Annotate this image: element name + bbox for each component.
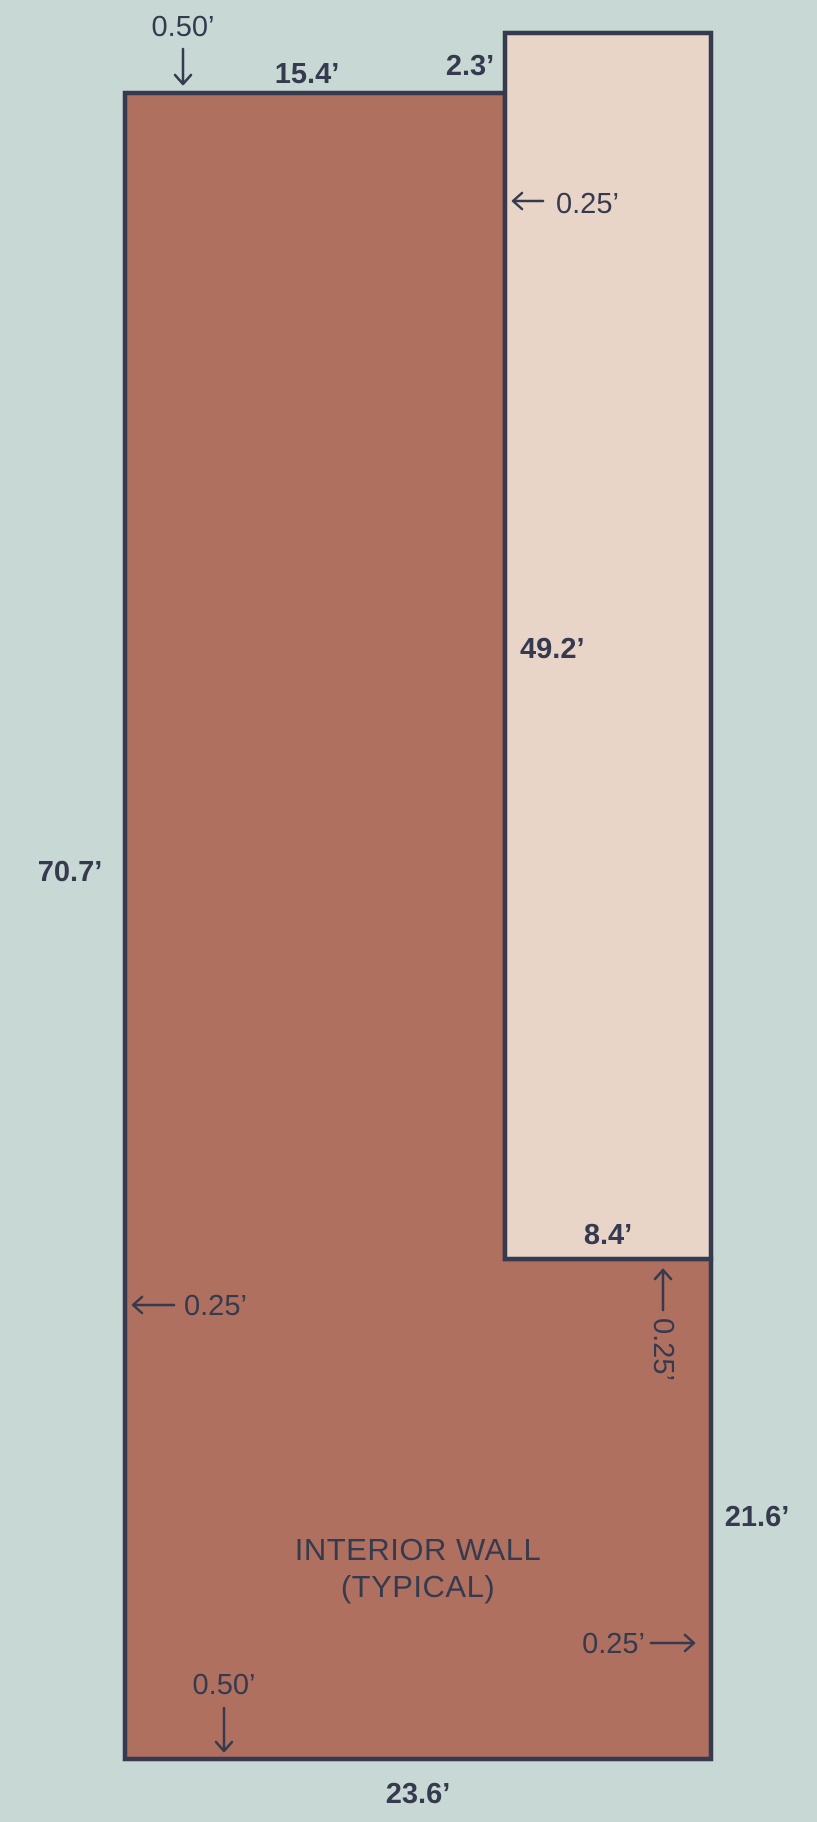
right-wall-thickness-label: 0.25’ [582,1628,645,1660]
bottom-width-label: 23.6’ [386,1778,451,1810]
down-arrow-icon [214,1706,234,1753]
side-room-wall-thickness-label: 0.25’ [556,188,619,220]
up-arrow-icon [653,1268,673,1312]
under-side-room-wall-thickness-label: 0.25’ [647,1318,679,1381]
down-arrow-icon [173,47,193,86]
top-wall-thickness-label: 0.50’ [152,11,215,43]
side-room [502,30,714,1262]
lower-right-height-label: 21.6’ [725,1501,790,1533]
left-wall-thickness-label: 0.25’ [184,1290,247,1322]
bottom-wall-thickness-label: 0.50’ [193,1669,256,1701]
side-room-height-label: 49.2’ [520,633,585,665]
interior-wall-note-line1: INTERIOR WALL [295,1532,542,1567]
left-arrow-icon [131,1295,176,1315]
notch-width-label: 2.3’ [446,50,494,82]
interior-wall-note-line2: (TYPICAL) [341,1569,495,1604]
left-arrow-icon [511,191,545,211]
left-height-label: 70.7’ [38,856,103,888]
right-arrow-icon [649,1633,696,1653]
top-width-label: 15.4’ [275,58,340,90]
side-room-width-label: 8.4’ [584,1219,632,1251]
